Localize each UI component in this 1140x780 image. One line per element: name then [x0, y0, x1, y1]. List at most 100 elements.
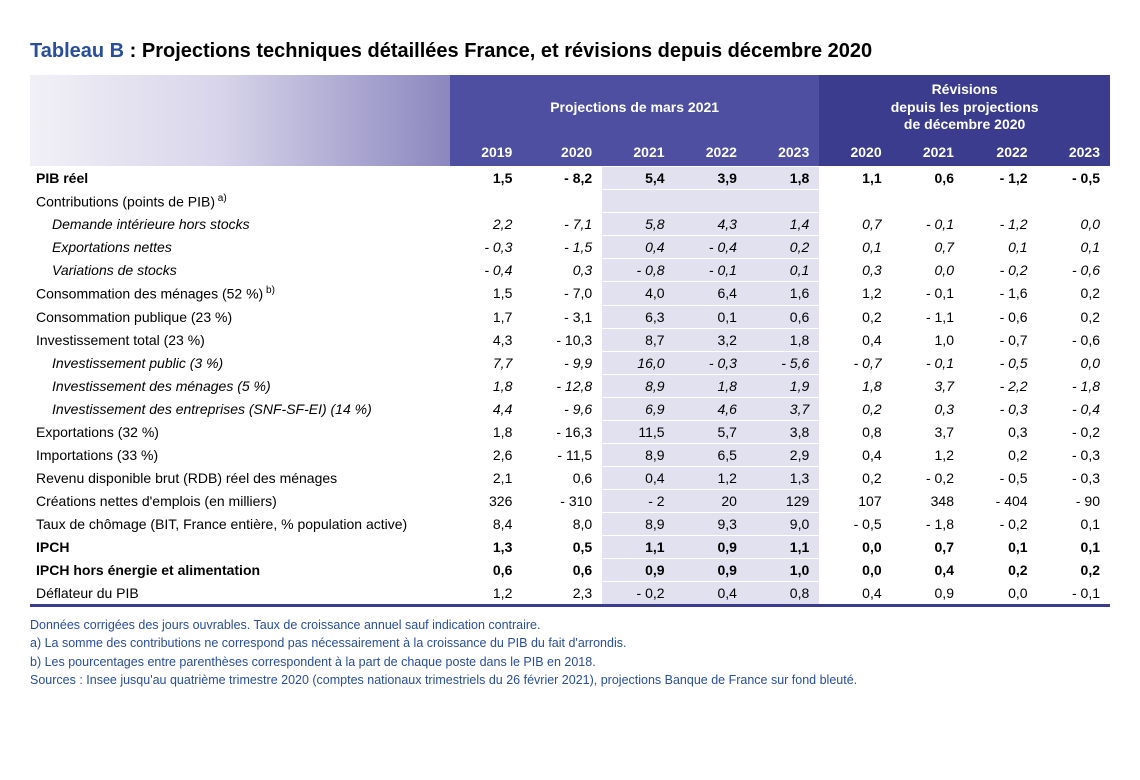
cell-value: 9,3 [675, 512, 747, 535]
cell-value: - 310 [522, 489, 602, 512]
cell-value: 0,2 [964, 558, 1038, 581]
cell-value: - 0,5 [964, 351, 1038, 374]
table-row: Consommation publique (23 %)1,7- 3,16,30… [30, 305, 1110, 328]
cell-value: 16,0 [602, 351, 674, 374]
cell-value: 348 [892, 489, 964, 512]
title-text: Projections techniques détaillées France… [142, 40, 872, 62]
cell-value: 0,0 [819, 558, 891, 581]
cell-value: - 0,2 [1038, 420, 1110, 443]
cell-value: 0,2 [819, 397, 891, 420]
cell-value: - 0,6 [964, 305, 1038, 328]
cell-value: 5,7 [675, 420, 747, 443]
cell-value: 1,1 [602, 535, 674, 558]
cell-value: 1,8 [675, 374, 747, 397]
cell-value: - 9,9 [522, 351, 602, 374]
cell-value: 3,8 [747, 420, 819, 443]
cell-value: 0,0 [1038, 351, 1110, 374]
cell-value: - 0,2 [964, 259, 1038, 282]
cell-value: 0,6 [522, 558, 602, 581]
title-prefix: Tableau B [30, 40, 124, 62]
cell-value: 2,2 [450, 213, 522, 236]
cell-value: 0,1 [1038, 236, 1110, 259]
cell-value: 0,7 [892, 535, 964, 558]
table-row: Investissement public (3 %)7,7- 9,916,0-… [30, 351, 1110, 374]
table-notes: Données corrigées des jours ouvrables. T… [30, 617, 1110, 690]
header-year-proj: 2022 [675, 140, 747, 167]
cell-value: - 1,8 [892, 512, 964, 535]
cell-value: 0,2 [1038, 305, 1110, 328]
cell-value: 0,6 [450, 558, 522, 581]
table-row: IPCH1,30,51,10,91,10,00,70,10,1 [30, 535, 1110, 558]
cell-value: - 16,3 [522, 420, 602, 443]
cell-value: 0,2 [747, 236, 819, 259]
cell-value: 0,1 [1038, 535, 1110, 558]
cell-value: - 0,3 [964, 397, 1038, 420]
cell-value: - 1,1 [892, 305, 964, 328]
cell-value: 0,6 [892, 166, 964, 189]
cell-value: 0,6 [522, 466, 602, 489]
row-label: Investissement public (3 %) [30, 351, 450, 374]
cell-value: 0,9 [602, 558, 674, 581]
table-row: Exportations (32 %)1,8- 16,311,55,73,80,… [30, 420, 1110, 443]
cell-value: 326 [450, 489, 522, 512]
cell-value: 1,3 [747, 466, 819, 489]
cell-value: - 3,1 [522, 305, 602, 328]
table-row: Demande intérieure hors stocks2,2- 7,15,… [30, 213, 1110, 236]
cell-value: - 0,4 [1038, 397, 1110, 420]
header-year-rev: 2021 [892, 140, 964, 167]
row-label: Investissement des entreprises (SNF-SF-E… [30, 397, 450, 420]
cell-value: - 11,5 [522, 443, 602, 466]
cell-value: 1,1 [747, 535, 819, 558]
cell-value: 0,4 [819, 328, 891, 351]
cell-value: 6,3 [602, 305, 674, 328]
cell-value: 8,4 [450, 512, 522, 535]
cell-value: 3,2 [675, 328, 747, 351]
cell-value: 2,6 [450, 443, 522, 466]
row-label: Exportations (32 %) [30, 420, 450, 443]
cell-value: 1,9 [747, 374, 819, 397]
cell-value: - 0,4 [675, 236, 747, 259]
cell-value: 1,8 [747, 166, 819, 189]
cell-value: - 0,2 [602, 581, 674, 605]
row-label: IPCH hors énergie et alimentation [30, 558, 450, 581]
table-row: PIB réel1,5- 8,25,43,91,81,10,6- 1,2- 0,… [30, 166, 1110, 189]
cell-value: 0,4 [892, 558, 964, 581]
header-group-revisions: Révisions depuis les projections de déce… [819, 75, 1110, 140]
table-row: Contributions (points de PIB) a) [30, 189, 1110, 213]
table-body: PIB réel1,5- 8,25,43,91,81,10,6- 1,2- 0,… [30, 166, 1110, 605]
cell-value: 1,3 [450, 535, 522, 558]
cell-value: 1,2 [675, 466, 747, 489]
cell-value: 6,9 [602, 397, 674, 420]
table-row: Exportations nettes- 0,3- 1,50,4- 0,40,2… [30, 236, 1110, 259]
cell-value: - 8,2 [522, 166, 602, 189]
header-year-proj: 2023 [747, 140, 819, 167]
cell-value: 0,2 [819, 466, 891, 489]
cell-value: - 0,6 [1038, 259, 1110, 282]
cell-value: 9,0 [747, 512, 819, 535]
cell-value: 0,7 [892, 236, 964, 259]
row-label: Contributions (points de PIB) a) [30, 189, 450, 213]
cell-value: 5,8 [602, 213, 674, 236]
cell-value: 6,5 [675, 443, 747, 466]
cell-value: - 0,1 [675, 259, 747, 282]
row-label: Demande intérieure hors stocks [30, 213, 450, 236]
table-row: Taux de chômage (BIT, France entière, % … [30, 512, 1110, 535]
cell-value: - 7,1 [522, 213, 602, 236]
cell-value [747, 189, 819, 213]
cell-value: - 90 [1038, 489, 1110, 512]
cell-value: 1,2 [892, 443, 964, 466]
title-sep: : [124, 40, 142, 62]
header-year-rev: 2020 [819, 140, 891, 167]
cell-value: - 0,5 [964, 466, 1038, 489]
cell-value: 4,6 [675, 397, 747, 420]
row-label: PIB réel [30, 166, 450, 189]
table-row: Investissement des entreprises (SNF-SF-E… [30, 397, 1110, 420]
projections-table: Projections de mars 2021 Révisions depui… [30, 75, 1110, 607]
cell-value: 0,4 [602, 466, 674, 489]
header-year-proj: 2019 [450, 140, 522, 167]
cell-value: 0,9 [675, 558, 747, 581]
cell-value: 0,4 [819, 443, 891, 466]
row-label: Importations (33 %) [30, 443, 450, 466]
cell-value: - 0,3 [450, 236, 522, 259]
cell-value: 8,7 [602, 328, 674, 351]
